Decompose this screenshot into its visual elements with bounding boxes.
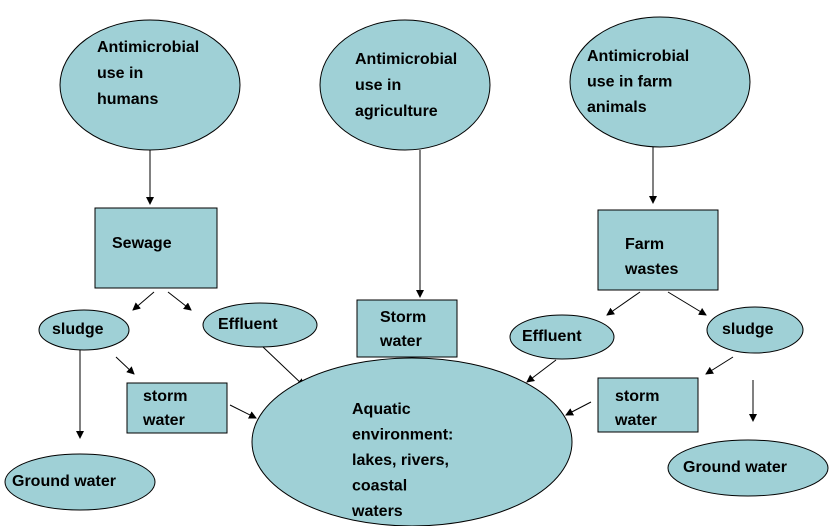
node-label: Sewage bbox=[112, 235, 172, 252]
ground-water-node bbox=[667, 439, 829, 497]
node-label: sludge bbox=[722, 321, 774, 338]
node-label: storm bbox=[615, 388, 659, 405]
storm-water-node bbox=[356, 299, 458, 358]
arrow bbox=[705, 356, 734, 375]
labels: Antimicrobial use in humans Antimicrobial us… bbox=[12, 39, 787, 520]
sewage-node bbox=[94, 207, 218, 289]
node-label: Farm bbox=[625, 236, 664, 253]
node-label: storm bbox=[143, 388, 187, 405]
node-label: use in bbox=[355, 77, 401, 94]
ground-water-node bbox=[4, 453, 156, 511]
node-label: lakes, rivers, bbox=[352, 452, 449, 469]
node-label: Aquatic bbox=[352, 401, 411, 418]
use-agriculture-node bbox=[319, 19, 491, 151]
node-label: coastal bbox=[352, 478, 407, 495]
use-farm-animals-node bbox=[569, 16, 751, 148]
node-label: Effluent bbox=[218, 316, 278, 333]
arrow bbox=[115, 356, 135, 375]
node-label: wastes bbox=[624, 261, 678, 278]
node-label: waters bbox=[351, 503, 403, 520]
arrow bbox=[229, 404, 257, 419]
node-label: Storm bbox=[380, 309, 426, 326]
node-label: Ground water bbox=[683, 459, 787, 476]
effluent-node bbox=[509, 314, 615, 360]
node-label: use in farm bbox=[587, 74, 672, 91]
node-label: environment: bbox=[352, 427, 453, 444]
aquatic-environment-node bbox=[251, 357, 573, 526]
farm-wastes-node bbox=[597, 209, 719, 291]
node-label: humans bbox=[97, 91, 158, 108]
node-label: Ground water bbox=[12, 473, 116, 490]
arrow bbox=[606, 291, 641, 316]
shapes bbox=[4, 16, 829, 526]
arrows bbox=[76, 147, 757, 439]
node-label: Antimicrobial bbox=[97, 39, 199, 56]
node-label: sludge bbox=[52, 321, 104, 338]
arrow bbox=[526, 359, 557, 383]
storm-water-node bbox=[126, 382, 228, 434]
node-label: water bbox=[379, 333, 422, 350]
node-label: use in bbox=[97, 65, 143, 82]
node-label: Antimicrobial bbox=[355, 51, 457, 68]
node-label: animals bbox=[587, 99, 647, 116]
arrow bbox=[262, 346, 305, 387]
node-label: Effluent bbox=[522, 328, 582, 345]
node-label: Antimicrobial bbox=[587, 48, 689, 65]
arrow bbox=[167, 291, 192, 311]
use-humans-node bbox=[59, 19, 241, 151]
node-label: water bbox=[142, 412, 185, 429]
storm-water-node bbox=[597, 377, 699, 433]
sludge-node bbox=[38, 309, 130, 351]
effluent-node bbox=[202, 302, 318, 348]
node-label: agriculture bbox=[355, 103, 438, 120]
arrow bbox=[565, 401, 592, 416]
arrow bbox=[667, 291, 707, 316]
arrow bbox=[132, 291, 155, 311]
sludge-node bbox=[706, 306, 804, 354]
node-label: water bbox=[614, 412, 657, 429]
